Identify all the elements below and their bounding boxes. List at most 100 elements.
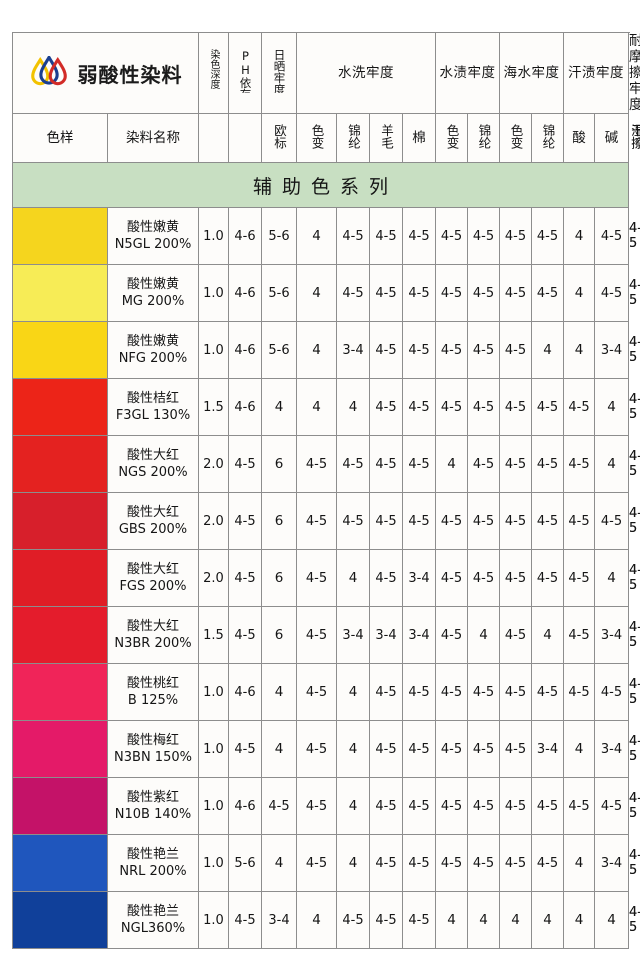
fastness-value: 4-5	[435, 321, 468, 379]
fastness-value: 4-5	[531, 777, 564, 835]
fastness-value: 4-5	[228, 435, 262, 493]
fastness-value: 4-5	[402, 834, 436, 892]
fastness-value: 6	[261, 435, 297, 493]
color-swatch	[12, 834, 108, 892]
fastness-value: 3-4	[402, 549, 436, 607]
fastness-value: 4-5	[369, 435, 403, 493]
dye-name-code: MG 200%	[121, 294, 185, 309]
dye-name-code: N3BR 200%	[114, 636, 192, 651]
fastness-value: 6	[261, 549, 297, 607]
fastness-value: 4	[594, 549, 629, 607]
dye-name-cell: 酸性嫩黄 N5GL 200%	[107, 207, 199, 265]
dye-name-cell: 酸性大红 N3BR 200%	[107, 606, 199, 664]
fastness-value: 5-6	[261, 321, 297, 379]
subheader-seawater-color-change: 色变	[499, 113, 532, 163]
fastness-value: 4	[336, 378, 370, 436]
color-swatch	[12, 549, 108, 607]
dye-name-code: N3BN 150%	[114, 750, 192, 765]
dye-name-code: NGL360%	[120, 921, 186, 936]
fastness-value: 4-5	[402, 207, 436, 265]
fastness-value: 4	[563, 720, 595, 778]
fastness-value: 4-5	[499, 264, 532, 322]
fastness-value: 4-6	[228, 378, 262, 436]
fastness-value: 4-5	[563, 492, 595, 550]
fastness-value: 4	[531, 891, 564, 949]
fastness-value: 4-5	[531, 207, 564, 265]
fastness-value: 4-5	[499, 777, 532, 835]
dye-name-code: FGS 200%	[119, 579, 187, 594]
fastness-value: 5-6	[228, 834, 262, 892]
header-group-perspiration-fastness: 汗渍牢度	[563, 32, 629, 114]
subheader-rub-wet-label: 湿擦	[629, 123, 640, 149]
color-swatch	[12, 378, 108, 436]
color-swatch	[12, 321, 108, 379]
fastness-value: 4-5	[499, 663, 532, 721]
fastness-value: 1.0	[198, 891, 229, 949]
color-swatch-fill	[13, 664, 107, 720]
fastness-value: 4	[261, 720, 297, 778]
fastness-value: 4	[563, 321, 595, 379]
color-swatch	[12, 663, 108, 721]
subheader-wash-wool: 羊毛	[369, 113, 403, 163]
fastness-value: 4-5	[402, 378, 436, 436]
fastness-value: 4-5	[435, 834, 468, 892]
dye-name-cell: 酸性大红 GBS 200%	[107, 492, 199, 550]
fastness-value: 4-5	[531, 663, 564, 721]
fastness-value: 4-5	[402, 435, 436, 493]
fastness-value: 4-5	[594, 264, 629, 322]
fastness-value: 4-5	[594, 663, 629, 721]
dye-name-cell: 酸性大红 FGS 200%	[107, 549, 199, 607]
brand-name: 弱酸性染料	[77, 62, 183, 87]
header-group-water-fastness: 水渍牢度	[435, 32, 500, 114]
fastness-value: 4-6	[228, 663, 262, 721]
table-row: 酸性艳兰 NRL 200% 1.0 5-6 4 4-5 4 4-5 4-5 4-5 4-5 4-5 4-…	[12, 834, 640, 892]
fastness-value: 1.0	[198, 834, 229, 892]
section-title: 辅助色系列	[12, 162, 629, 208]
fastness-value: 4-5	[369, 720, 403, 778]
fastness-value: 4-5	[499, 549, 532, 607]
header-sub-row: 色样 染料名称 欧标 色变 锦纶 羊毛 棉 色变 锦纶	[12, 113, 640, 163]
fastness-value: 4-5	[402, 777, 436, 835]
color-swatch-fill	[13, 208, 107, 264]
dye-name-code: N10B 140%	[114, 807, 192, 822]
fastness-value: 3-4	[594, 606, 629, 664]
dye-name-cn: 酸性大红	[126, 562, 179, 577]
dye-name-code: NRL 200%	[119, 864, 187, 879]
fastness-value: 4-5	[435, 720, 468, 778]
table-row: 酸性嫩黄 N5GL 200% 1.0 4-6 5-6 4 4-5 4-5 4-5 4-5 4-5 4-…	[12, 207, 640, 265]
table-row: 酸性嫩黄 MG 200% 1.0 4-6 5-6 4 4-5 4-5 4-5 4-5 4-5 4-5 4…	[12, 264, 640, 322]
fastness-value: 4-5	[261, 777, 297, 835]
dye-name-cn: 酸性大红	[126, 448, 179, 463]
dye-name-code: NGS 200%	[118, 465, 188, 480]
fastness-value: 4-5	[369, 321, 403, 379]
fastness-value: 4-5	[467, 207, 500, 265]
fastness-value: 4-5	[563, 378, 595, 436]
fastness-value: 5-6	[261, 264, 297, 322]
dye-name-cell: 酸性桃红 B 125%	[107, 663, 199, 721]
fastness-value: 4-5	[435, 264, 468, 322]
fastness-value: 4-5	[435, 606, 468, 664]
fastness-value: 4-5	[369, 663, 403, 721]
subheader-perspiration-acid: 酸	[563, 113, 595, 163]
subheader-euro-standard-label: 欧标	[272, 123, 287, 149]
subheader-wash-nylon: 锦纶	[336, 113, 370, 163]
table-row: 酸性大红 GBS 200% 2.0 4-5 6 4-5 4-5 4-5 4-5 4-5 4-5 4-5…	[12, 492, 640, 550]
fastness-value: 4-5	[296, 492, 337, 550]
fastness-value: 4-5	[369, 378, 403, 436]
fastness-value: 4-5	[563, 663, 595, 721]
color-swatch-fill	[13, 778, 107, 834]
color-swatch-fill	[13, 835, 107, 891]
subheader-swatch: 色样	[12, 113, 108, 163]
fastness-value: 4-5	[499, 435, 532, 493]
header-group-wash-fastness: 水洗牢度	[296, 32, 436, 114]
fastness-value: 4-5	[402, 321, 436, 379]
subheader-seawater-nylon: 锦纶	[531, 113, 564, 163]
color-swatch-fill	[13, 550, 107, 606]
subheader-wash-color-change-label: 色变	[309, 123, 325, 149]
table-row: 酸性嫩黄 NFG 200% 1.0 4-6 5-6 4 3-4 4-5 4-5 4-5 4-5 4-5…	[12, 321, 640, 379]
table-row: 酸性大红 NGS 200% 2.0 4-5 6 4-5 4-5 4-5 4-5 4 4-5 4-5 4-…	[12, 435, 640, 493]
fastness-value: 4-5	[435, 663, 468, 721]
fastness-value: 4-6	[228, 207, 262, 265]
fastness-value: 4-5	[467, 720, 500, 778]
fastness-value: 4-5	[336, 207, 370, 265]
